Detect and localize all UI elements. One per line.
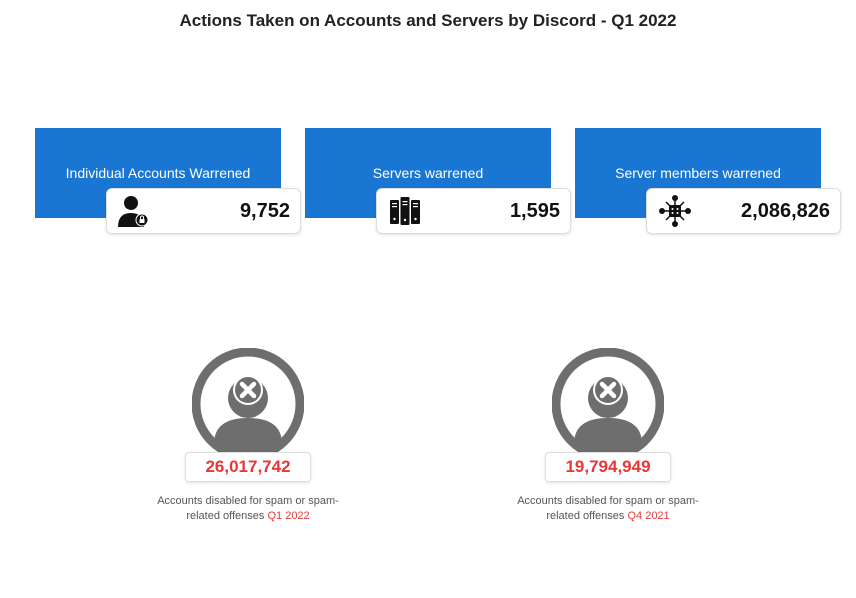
stat-value: 9,752 xyxy=(155,200,290,223)
user-disabled-icon xyxy=(192,348,304,460)
page-title: Actions Taken on Accounts and Servers by… xyxy=(0,11,856,31)
disabled-value-box: 26,017,742 xyxy=(185,452,311,482)
user-disabled-icon xyxy=(552,348,664,460)
disabled-caption: Accounts disabled for spam or spam-relat… xyxy=(508,494,708,524)
disabled-value: 19,794,949 xyxy=(565,457,650,477)
stat-card-value-box: 1,595 xyxy=(376,188,571,234)
disabled-value: 26,017,742 xyxy=(205,457,290,477)
disabled-block-q4-2021: 19,794,949 Accounts disabled for spam or… xyxy=(508,348,708,524)
person-lock-icon xyxy=(115,193,155,229)
stat-card-members: Server members warrened xyxy=(575,128,821,218)
caption-text: Accounts disabled for spam or spam-relat… xyxy=(157,495,339,522)
stat-cards-row: Individual Accounts Warrened 9,752 Serve… xyxy=(35,128,821,218)
stat-value: 2,086,826 xyxy=(695,200,830,223)
disabled-value-box: 19,794,949 xyxy=(545,452,671,482)
disabled-caption: Accounts disabled for spam or spam-relat… xyxy=(148,494,348,524)
stat-card-value-box: 2,086,826 xyxy=(646,188,841,234)
caption-text: Accounts disabled for spam or spam-relat… xyxy=(517,495,699,522)
stat-value: 1,595 xyxy=(425,200,560,223)
network-icon xyxy=(655,193,695,229)
disabled-accounts-row: 26,017,742 Accounts disabled for spam or… xyxy=(0,348,856,524)
stat-card-accounts: Individual Accounts Warrened 9,752 xyxy=(35,128,281,218)
caption-period: Q1 2022 xyxy=(267,510,309,522)
disabled-block-q1-2022: 26,017,742 Accounts disabled for spam or… xyxy=(148,348,348,524)
caption-period: Q4 2021 xyxy=(627,510,669,522)
servers-icon xyxy=(385,193,425,229)
stat-card-servers: Servers warrened 1,595 xyxy=(305,128,551,218)
stat-card-value-box: 9,752 xyxy=(106,188,301,234)
